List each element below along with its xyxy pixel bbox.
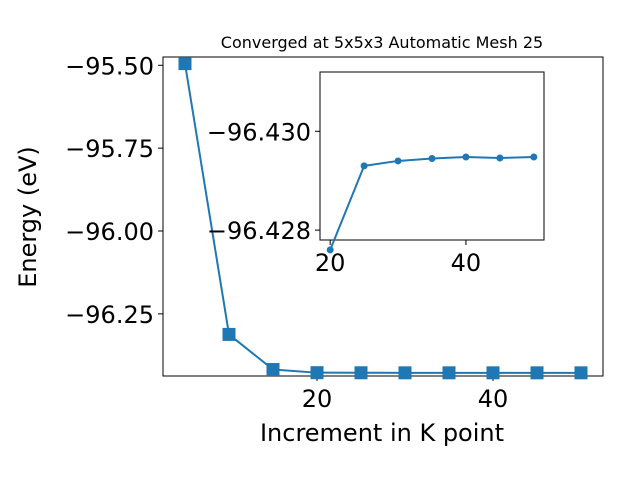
main-data-point bbox=[486, 366, 500, 380]
chart-title: Converged at 5x5x3 Automatic Mesh 25 bbox=[221, 33, 543, 52]
y-axis-label: Energy (eV) bbox=[14, 146, 42, 288]
inset-plot-frame bbox=[319, 71, 545, 241]
main-x-tick-label: 40 bbox=[478, 385, 509, 413]
inset-data-point bbox=[496, 154, 504, 162]
inset-y-tick-label: −96.430 bbox=[207, 118, 311, 146]
inset-data-point bbox=[326, 246, 334, 254]
main-series-line bbox=[184, 63, 581, 374]
main-axes: 20 40 −95.50−95.75−96.00−96.25 Converged … bbox=[14, 33, 604, 447]
main-data-point bbox=[266, 363, 280, 377]
inset-data-point bbox=[360, 162, 368, 170]
inset-y-ticks: −96.430 −96.428 bbox=[207, 118, 320, 245]
main-data-point bbox=[310, 366, 324, 380]
main-data-point bbox=[178, 57, 192, 71]
main-data-point bbox=[354, 366, 368, 380]
main-y-tick-label: −95.75 bbox=[65, 135, 154, 163]
main-data-point bbox=[574, 366, 588, 380]
inset-x-ticks: 20 40 bbox=[315, 240, 481, 277]
inset-data-point bbox=[394, 157, 402, 165]
inset-data-point bbox=[462, 153, 470, 161]
inset-data-point bbox=[428, 154, 436, 162]
main-data-point bbox=[222, 327, 236, 341]
main-plot-frame bbox=[162, 56, 604, 377]
main-y-tick-label: −96.25 bbox=[65, 301, 154, 329]
main-data-point bbox=[398, 366, 412, 380]
inset-y-tick-label: −96.428 bbox=[207, 217, 311, 245]
inset-series bbox=[326, 153, 538, 254]
main-data-point bbox=[530, 366, 544, 380]
x-axis-label: Increment in K point bbox=[260, 419, 504, 447]
main-y-tick-label: −95.50 bbox=[65, 52, 154, 80]
inset-x-tick-label: 20 bbox=[315, 249, 346, 277]
main-series bbox=[178, 57, 588, 380]
main-x-ticks: 20 40 bbox=[302, 376, 509, 413]
inset-axes: 20 40 −96.430−96.428 bbox=[207, 71, 545, 277]
main-x-tick-label: 20 bbox=[302, 385, 333, 413]
main-y-ticks: −95.50 −95.75 −96.00 −96.25 bbox=[65, 52, 163, 329]
main-y-tick-label: −96.00 bbox=[65, 218, 154, 246]
main-data-point bbox=[442, 366, 456, 380]
inset-x-tick-label: 40 bbox=[451, 249, 482, 277]
inset-data-point bbox=[530, 153, 538, 161]
